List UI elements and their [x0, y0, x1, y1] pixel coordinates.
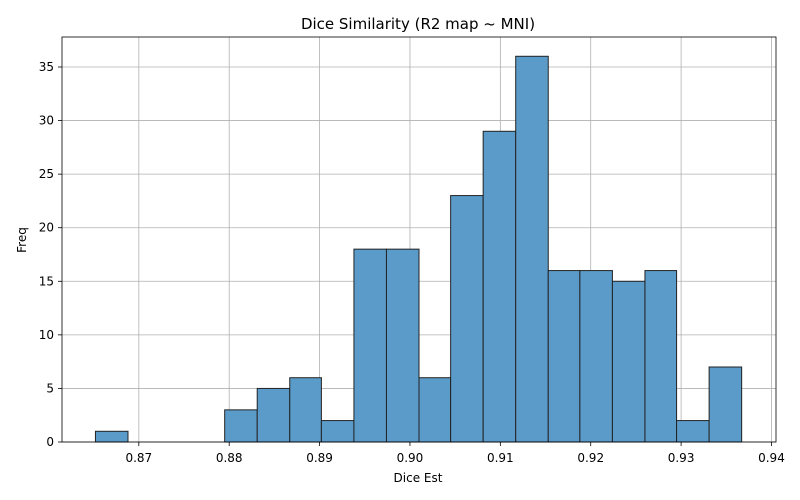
- histogram-bar: [256, 387, 291, 443]
- histogram-bar: [418, 377, 452, 443]
- histogram-bar: [289, 377, 322, 443]
- x-tick-label: 0.93: [668, 451, 695, 465]
- histogram-bar: [320, 420, 355, 443]
- x-tick-label: 0.92: [577, 451, 604, 465]
- histogram-bar: [547, 270, 581, 443]
- histogram-bar: [482, 130, 517, 443]
- histogram-bar: [353, 248, 387, 443]
- histogram-bar: [676, 420, 710, 443]
- x-axis-label: Dice Est: [394, 471, 443, 485]
- histogram-bar: [224, 409, 258, 443]
- histogram-bar: [450, 195, 484, 443]
- y-tick-label: 5: [46, 381, 54, 395]
- chart-title: Dice Similarity (R2 map ~ MNI): [301, 15, 535, 33]
- histogram-bar: [611, 280, 646, 443]
- x-tick-label: 0.89: [306, 451, 333, 465]
- histogram-bar: [515, 55, 549, 443]
- y-tick-label: 0: [46, 435, 54, 449]
- y-tick-label: 35: [39, 60, 54, 74]
- x-tick-label: 0.91: [487, 451, 514, 465]
- x-tick-label: 0.90: [397, 451, 424, 465]
- y-axis-label: Freq: [15, 227, 29, 253]
- y-tick-label: 30: [39, 114, 54, 128]
- y-tick-label: 25: [39, 167, 54, 181]
- histogram-bar: [579, 270, 613, 443]
- plot-frame: [61, 36, 777, 443]
- y-axis-ticks: 0 5 10 15 20 25 30 35: [39, 60, 62, 449]
- y-tick-label: 20: [39, 221, 54, 235]
- histogram-bar: [644, 270, 678, 443]
- x-tick-label: 0.87: [125, 451, 152, 465]
- histogram-bar: [708, 366, 743, 443]
- y-tick-label: 15: [39, 274, 54, 288]
- x-axis-ticks: 0.87 0.88 0.89 0.90 0.91 0.92 0.93 0.94: [125, 442, 785, 465]
- bars-layer: [94, 55, 743, 443]
- x-tick-label: 0.94: [758, 451, 785, 465]
- histogram-bar: [385, 248, 420, 443]
- x-tick-label: 0.88: [216, 451, 243, 465]
- y-tick-label: 10: [39, 328, 54, 342]
- histogram-bar: [94, 430, 129, 443]
